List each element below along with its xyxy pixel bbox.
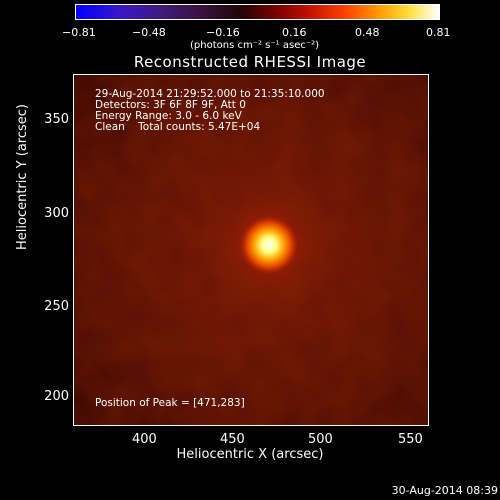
method-annotation: Clean Total counts: 5.47E+04 [95,121,261,133]
colorbar-tick: 0.81 [426,26,451,39]
y-tick: 200 [44,389,69,404]
plot-area: 29-Aug-2014 21:29:52.000 to 21:35:10.000… [73,74,429,426]
time-range-annotation: 29-Aug-2014 21:29:52.000 to 21:35:10.000 [95,88,325,100]
peak-annotation: Position of Peak = [471,283] [95,397,245,409]
x-tick: 400 [132,432,157,447]
colorbar-tick: −0.48 [132,26,166,39]
x-axis-label: Heliocentric X (arcsec) [176,447,324,462]
energy-annotation: Energy Range: 3.0 - 6.0 keV [95,110,242,122]
y-tick: 350 [44,112,69,127]
colorbar-units: (photons cm⁻² s⁻¹ asec⁻²) [190,40,320,51]
heatmap-image [74,75,428,425]
render-timestamp: 30-Aug-2014 08:39 [391,484,498,497]
colorbar-tick: −0.16 [206,26,240,39]
plot-title: Reconstructed RHESSI Image [133,53,367,71]
x-tick: 550 [398,432,423,447]
colorbar-tick: 0.48 [355,26,380,39]
colorbar [75,4,440,20]
x-tick: 450 [220,432,245,447]
colorbar-tick: 0.16 [282,26,307,39]
colorbar-tick: −0.81 [62,26,96,39]
y-axis-label: Heliocentric Y (arcsec) [15,104,30,250]
x-tick: 500 [308,432,333,447]
y-tick: 300 [44,206,69,221]
y-tick: 250 [44,299,69,314]
detectors-annotation: Detectors: 3F 6F 8F 9F, Att 0 [95,99,246,111]
